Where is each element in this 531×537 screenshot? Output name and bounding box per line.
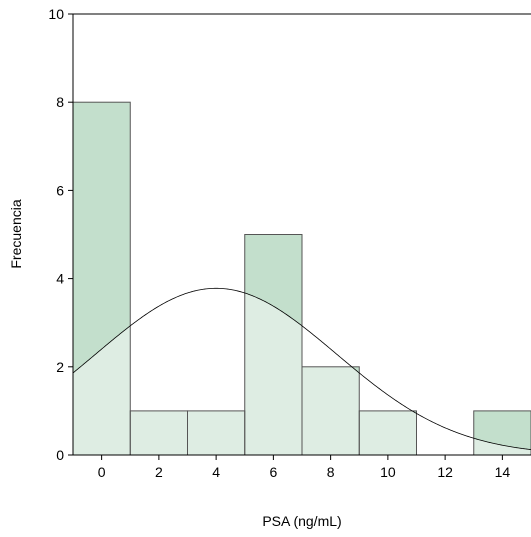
x-tick-label: 12 — [437, 464, 453, 480]
x-tick-label: 0 — [98, 464, 106, 480]
x-tick-label: 8 — [327, 464, 335, 480]
histogram-bar-5 — [359, 410, 417, 455]
y-tick-label: 0 — [56, 447, 64, 463]
y-axis-title: Frecuencia — [8, 199, 24, 268]
bars-layer — [73, 102, 531, 455]
x-tick-label: 14 — [495, 464, 511, 480]
normal-curve-line — [73, 287, 531, 450]
x-tick-label: 6 — [269, 464, 277, 480]
histogram-bar-1 — [130, 410, 188, 455]
y-tick-label: 2 — [56, 359, 64, 375]
axes-layer: 0 2 4 6 8 10 0 2 4 6 8 10 12 14 — [48, 6, 531, 480]
histogram-bar-3 — [244, 234, 302, 455]
histogram-bar-4 — [302, 366, 360, 455]
histogram-bar-7 — [473, 410, 531, 455]
y-tick-label: 4 — [56, 271, 64, 287]
x-tick-label: 10 — [380, 464, 396, 480]
y-tick-label: 8 — [56, 94, 64, 110]
x-tick-label: 4 — [212, 464, 220, 480]
histogram-bar-2 — [187, 410, 245, 455]
y-tick-label: 10 — [48, 6, 64, 22]
histogram-bar-0 — [73, 102, 131, 455]
curve-layer — [73, 287, 531, 450]
x-tick-label: 2 — [155, 464, 163, 480]
y-tick-label: 6 — [56, 182, 64, 198]
x-axis-title: PSA (ng/mL) — [262, 513, 341, 529]
